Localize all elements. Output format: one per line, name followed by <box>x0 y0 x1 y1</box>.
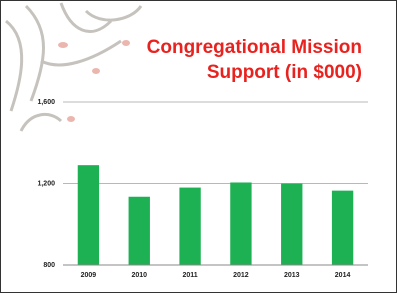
y-tick-label: 800 <box>43 262 55 269</box>
bar <box>332 191 353 265</box>
y-tick-label: 1,600 <box>37 99 55 106</box>
bar <box>179 188 200 265</box>
x-tick-label: 2011 <box>182 272 197 279</box>
x-tick-label: 2012 <box>233 272 249 279</box>
slide-frame: 800 1,200 1,600 2009 2010 2011 2012 2013 2014 Co… <box>0 0 397 293</box>
bar <box>78 165 99 265</box>
bar <box>129 197 150 265</box>
y-tick-label: 1,200 <box>37 180 55 187</box>
x-tick-label: 2009 <box>81 272 97 279</box>
bar <box>281 184 302 266</box>
bar <box>230 182 251 265</box>
page: {"chart_data": {"type": "bar", "title": … <box>0 0 397 293</box>
x-tick-label: 2010 <box>131 272 147 279</box>
x-tick-label: 2014 <box>335 272 351 279</box>
chart-title: Congregational Mission Support (in $000) <box>112 35 362 85</box>
x-tick-label: 2013 <box>284 272 300 279</box>
